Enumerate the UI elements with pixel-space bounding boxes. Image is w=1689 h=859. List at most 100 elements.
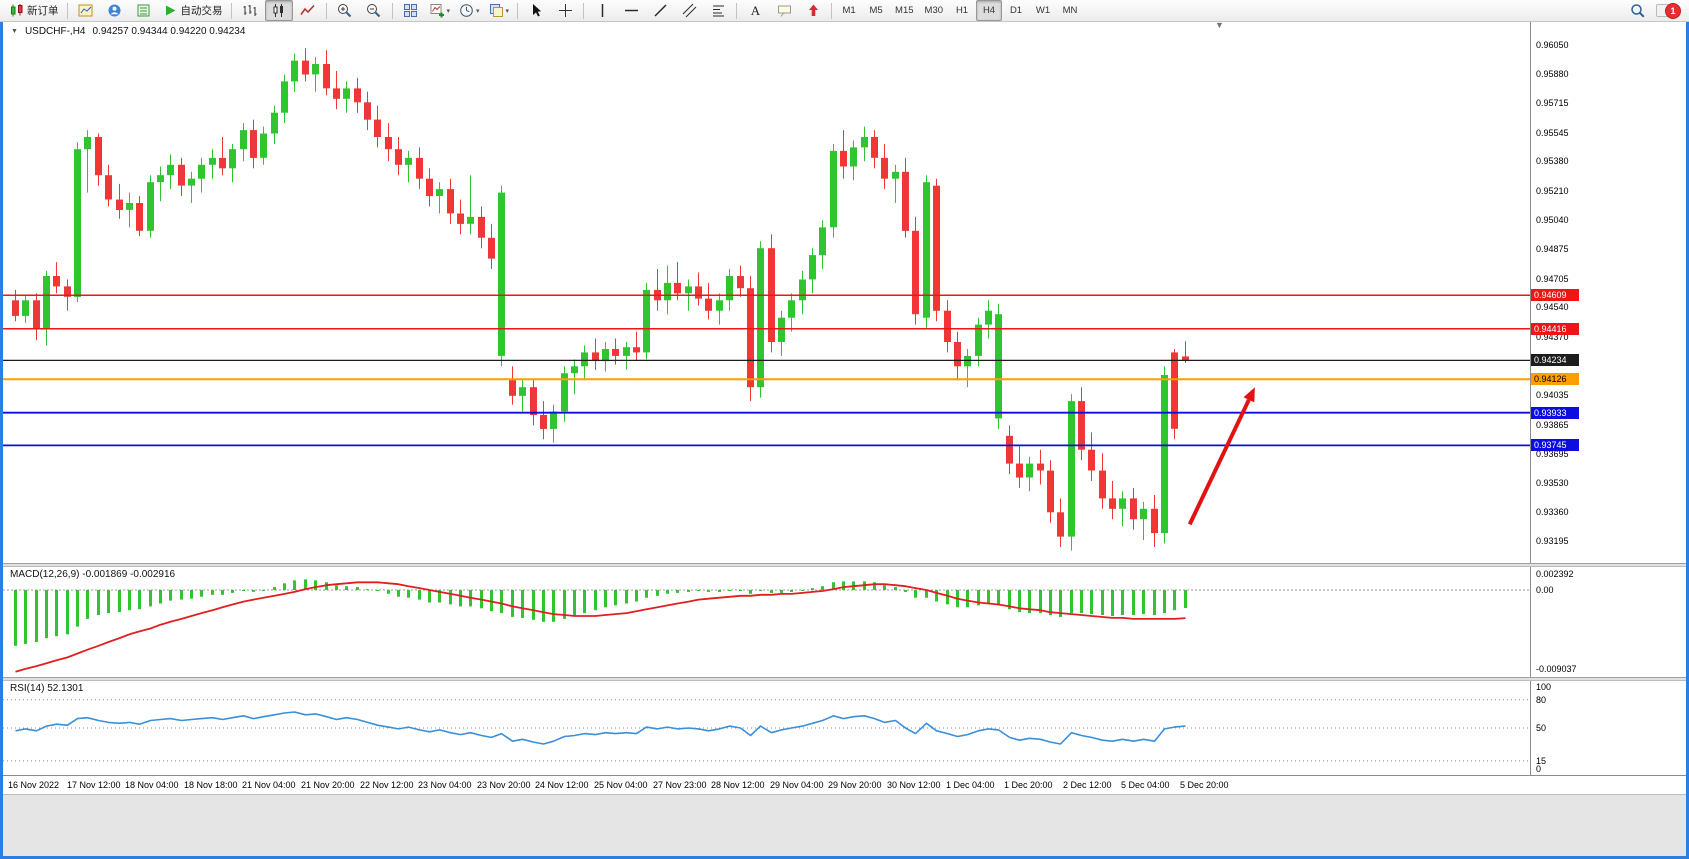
price-tick: 0.95880 bbox=[1536, 69, 1569, 80]
trendline-button[interactable] bbox=[646, 0, 674, 21]
time-label: 18 Nov 18:00 bbox=[184, 780, 238, 790]
price-tick: 0.94540 bbox=[1536, 302, 1569, 313]
charts-grid-icon bbox=[78, 3, 93, 18]
fibonacci-button[interactable] bbox=[704, 0, 732, 21]
timeframe-H1[interactable]: H1 bbox=[949, 0, 975, 21]
chart-shift-marker[interactable]: ▼ bbox=[1215, 22, 1224, 30]
rsi-label: RSI(14) 52.1301 bbox=[10, 683, 84, 694]
timeframe-M30-label: M30 bbox=[924, 5, 944, 16]
pane-divider[interactable] bbox=[3, 563, 1686, 567]
zoom-in-button[interactable] bbox=[331, 0, 359, 21]
pane-divider[interactable] bbox=[3, 677, 1686, 681]
timeframe-M15[interactable]: M15 bbox=[890, 0, 918, 21]
macd-axis: 0.002392 0.00 -0.009037 bbox=[1530, 567, 1686, 677]
chart-title: ▼ USDCHF-,H4 0.94257 0.94344 0.94220 0.9… bbox=[11, 26, 245, 37]
macd-panel[interactable]: MACD(12,26,9) -0.001869 -0.002916 bbox=[3, 567, 1530, 677]
indicators-icon bbox=[430, 3, 445, 18]
macd-axis-max: 0.002392 bbox=[1536, 569, 1574, 579]
indicators-button[interactable]: ▾ bbox=[426, 0, 455, 21]
charts-button[interactable] bbox=[72, 0, 100, 21]
timeframe-M5[interactable]: M5 bbox=[863, 0, 889, 21]
one-click-trading-toggle[interactable]: ▼ bbox=[11, 28, 18, 35]
timeframe-MN[interactable]: MN bbox=[1057, 0, 1083, 21]
timeframe-H1-label: H1 bbox=[955, 5, 969, 16]
time-label: 17 Nov 12:00 bbox=[67, 780, 121, 790]
timeframe-M1[interactable]: M1 bbox=[836, 0, 862, 21]
price-chart-canvas bbox=[3, 48, 1530, 551]
dropdown-caret-icon: ▾ bbox=[446, 7, 451, 15]
svg-text:A: A bbox=[750, 3, 760, 18]
symbol-period-label: USDCHF-,H4 bbox=[24, 26, 86, 37]
macd-axis-zero: 0.00 bbox=[1536, 585, 1554, 596]
status-area bbox=[3, 794, 1686, 856]
trend-arrow[interactable] bbox=[1187, 387, 1255, 526]
autotrade-play-icon bbox=[163, 3, 178, 18]
time-label: 16 Nov 2022 bbox=[8, 780, 60, 790]
rsi-axis-0: 0 bbox=[1536, 764, 1542, 774]
price-chart[interactable]: ▼ USDCHF-,H4 0.94257 0.94344 0.94220 0.9… bbox=[3, 22, 1530, 563]
time-label: 1 Dec 20:00 bbox=[1004, 780, 1053, 790]
time-label: 24 Nov 12:00 bbox=[535, 780, 589, 790]
arrows-button[interactable] bbox=[799, 0, 827, 21]
cursor-button[interactable] bbox=[522, 0, 550, 21]
rsi-panel[interactable]: RSI(14) 52.1301 bbox=[3, 681, 1530, 775]
vertical-line-button[interactable] bbox=[588, 0, 616, 21]
bar-chart-button[interactable] bbox=[236, 0, 264, 21]
main-chart-row: ▼ USDCHF-,H4 0.94257 0.94344 0.94220 0.9… bbox=[3, 22, 1686, 563]
data-window-button[interactable] bbox=[130, 0, 158, 21]
timeframe-H4[interactable]: H4 bbox=[976, 0, 1003, 21]
timeframe-MN-label: MN bbox=[1062, 5, 1078, 16]
data-window-icon bbox=[136, 3, 151, 18]
periods-button[interactable]: ▾ bbox=[455, 0, 484, 21]
chart-window: ▼ USDCHF-,H4 0.94257 0.94344 0.94220 0.9… bbox=[0, 22, 1689, 859]
time-label: 30 Nov 12:00 bbox=[887, 780, 941, 790]
price-tick: 0.93530 bbox=[1536, 477, 1569, 488]
time-label: 23 Nov 20:00 bbox=[477, 780, 531, 790]
toolbar: 新订单 自动交易 ▾ ▾ ▾ A M1 M5 M15 M30 H1 H4 D1 W1 MN 1 bbox=[0, 0, 1689, 22]
candlestick-chart-button[interactable] bbox=[264, 0, 293, 21]
templates-icon bbox=[489, 3, 504, 18]
vertical-line-icon bbox=[595, 3, 610, 18]
time-label: 29 Nov 20:00 bbox=[828, 780, 882, 790]
arrows-icon bbox=[806, 3, 821, 18]
time-label: 2 Dec 12:00 bbox=[1063, 780, 1112, 790]
horizontal-line-button[interactable] bbox=[617, 0, 645, 21]
autotrade-button[interactable]: 自动交易 bbox=[159, 0, 227, 21]
zoom-out-button[interactable] bbox=[360, 0, 388, 21]
timeframe-W1[interactable]: W1 bbox=[1030, 0, 1056, 21]
time-label: 28 Nov 12:00 bbox=[711, 780, 765, 790]
line-chart-icon bbox=[300, 3, 315, 18]
rsi-line bbox=[15, 711, 1186, 745]
timeframe-M30[interactable]: M30 bbox=[920, 0, 948, 21]
dropdown-caret-icon: ▾ bbox=[505, 7, 510, 15]
macd-signal-line bbox=[15, 581, 1186, 673]
macd-row: MACD(12,26,9) -0.001869 -0.002916 0.0023… bbox=[3, 567, 1686, 677]
channel-button[interactable] bbox=[675, 0, 703, 21]
toolbar-separator bbox=[391, 2, 393, 19]
templates-button[interactable]: ▾ bbox=[485, 0, 514, 21]
zoom-in-icon bbox=[337, 3, 352, 18]
time-label: 5 Dec 04:00 bbox=[1121, 780, 1170, 790]
search-button[interactable] bbox=[1623, 0, 1651, 21]
text-button[interactable]: A bbox=[741, 0, 769, 21]
line-chart-button[interactable] bbox=[294, 0, 322, 21]
autotrade-button-label: 自动交易 bbox=[180, 5, 223, 17]
horizontal-line-icon bbox=[624, 3, 639, 18]
text-label-button[interactable] bbox=[770, 0, 798, 21]
time-label: 18 Nov 04:00 bbox=[125, 780, 179, 790]
tile-windows-icon bbox=[403, 3, 418, 18]
timeframe-D1[interactable]: D1 bbox=[1003, 0, 1029, 21]
price-tick: 0.95040 bbox=[1536, 215, 1569, 226]
profiles-button[interactable] bbox=[101, 0, 129, 21]
candlestick-chart-icon bbox=[271, 3, 286, 18]
timeframe-H4-label: H4 bbox=[982, 5, 996, 16]
new-order-button[interactable]: 新订单 bbox=[5, 0, 63, 21]
price-tick: 0.93695 bbox=[1536, 449, 1569, 460]
crosshair-button[interactable] bbox=[551, 0, 579, 21]
toolbar-separator bbox=[230, 2, 232, 19]
toolbar-separator bbox=[66, 2, 68, 19]
rsi-axis-100: 100 bbox=[1536, 682, 1552, 692]
notifications-button[interactable]: 1 bbox=[1652, 0, 1684, 21]
price-tick: 0.95545 bbox=[1536, 127, 1569, 138]
tile-windows-button[interactable] bbox=[397, 0, 425, 21]
